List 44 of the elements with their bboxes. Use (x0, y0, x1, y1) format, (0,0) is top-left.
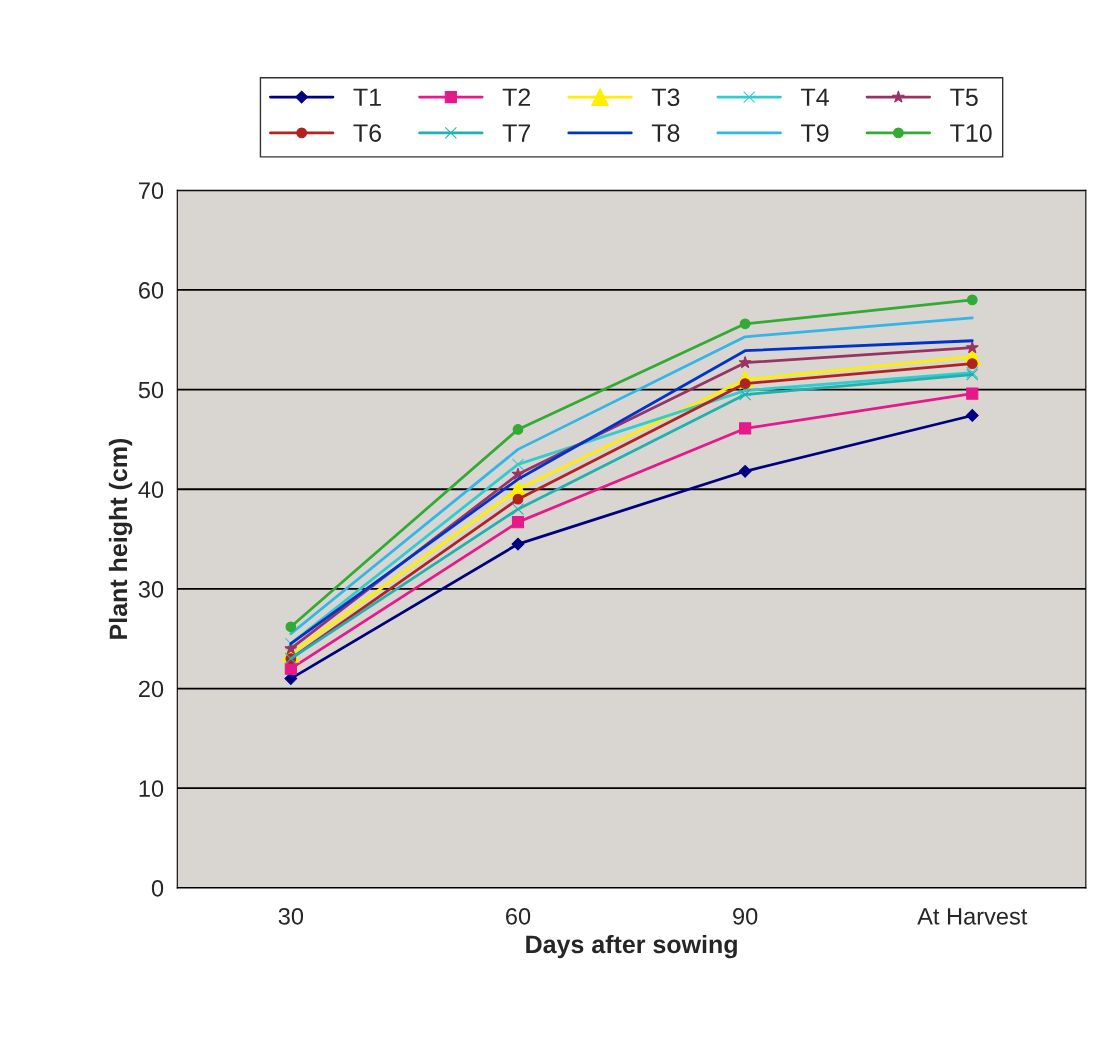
point (511, 503, 525, 516)
y-tick-label: 0 (151, 879, 164, 897)
point (284, 637, 297, 650)
legend-label: T1 (353, 88, 381, 106)
legend-label: T8 (651, 124, 680, 142)
point (512, 424, 524, 435)
point (738, 464, 752, 478)
x-tick-label: At Harvest (917, 908, 1028, 925)
point (511, 458, 525, 471)
legend-label: T3 (651, 88, 680, 107)
legend-label: T2 (502, 88, 531, 106)
y-axis-title: Plant height (cm) (108, 438, 133, 639)
legend-label: T5 (950, 88, 978, 107)
y-tick-label: 20 (139, 680, 164, 698)
point (739, 388, 752, 401)
y-tick-label: 10 (139, 780, 164, 798)
legend-label: T10 (950, 124, 992, 142)
point (739, 318, 751, 330)
point (965, 340, 979, 354)
point (965, 409, 979, 422)
legend-label: T6 (353, 124, 381, 142)
point (511, 516, 525, 529)
x-tick-label: 60 (506, 907, 531, 925)
point (511, 537, 525, 551)
point (739, 384, 752, 397)
legend-label: T7 (502, 124, 531, 142)
x-tick-label: 30 (278, 907, 304, 925)
point (285, 621, 297, 633)
y-tick-label: 30 (138, 580, 164, 598)
point (966, 387, 979, 400)
y-tick-label: 60 (139, 281, 164, 299)
legend-label: T4 (801, 88, 829, 106)
point (284, 662, 297, 675)
y-tick-label: 50 (138, 381, 164, 399)
point (738, 355, 752, 369)
point (512, 493, 524, 505)
legend-label: T9 (801, 124, 829, 142)
point (284, 672, 298, 686)
x-axis-title: Days after sowing (526, 934, 737, 959)
y-tick-label: 40 (138, 481, 164, 499)
point (966, 294, 978, 306)
point (739, 422, 752, 435)
y-tick-label: 70 (139, 182, 164, 200)
x-tick-label: 90 (733, 907, 758, 925)
